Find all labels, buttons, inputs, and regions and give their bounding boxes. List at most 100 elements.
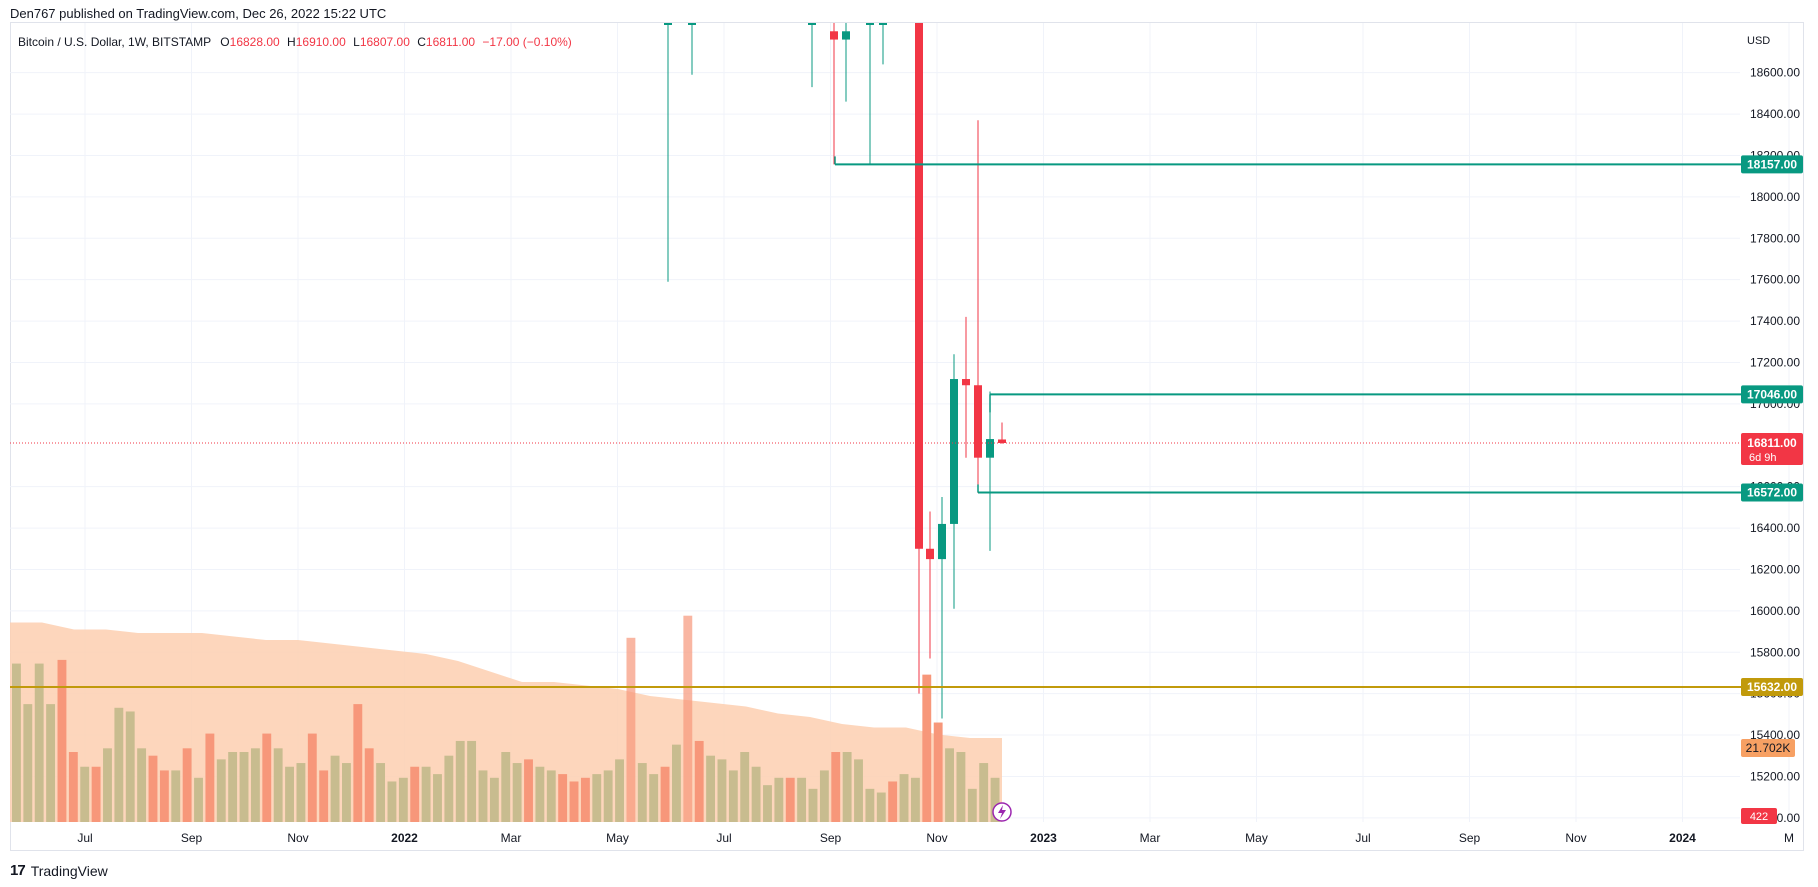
volume-bar: [34, 663, 44, 822]
volume-ma-text: 21.702K: [1746, 741, 1791, 755]
volume-bar: [216, 759, 226, 822]
level-price-tag: [1741, 385, 1803, 404]
chart-frame: [10, 22, 1804, 851]
volume-bar: [455, 740, 465, 822]
volume-bar: [865, 788, 875, 822]
legend-close-label: C: [417, 35, 426, 49]
candle-body: [938, 523, 946, 560]
volume-bar: [603, 770, 613, 822]
candle-body: [830, 31, 838, 40]
volume-bar: [205, 733, 215, 822]
candle-body: [998, 439, 1006, 443]
tradingview-logo[interactable]: 17 TradingView: [10, 862, 108, 879]
volume-bar: [990, 777, 1000, 822]
x-tick-label: 2023: [1030, 831, 1057, 845]
level-price-tag: [1741, 155, 1803, 174]
volume-bar: [364, 748, 374, 822]
volume-bar: [763, 785, 772, 822]
level-price-text: 16572.00: [1747, 485, 1797, 499]
candle-body: [950, 379, 958, 524]
volume-bar: [854, 759, 863, 822]
volume-bar: [68, 752, 78, 822]
y-tick-label: 17200.00: [1750, 355, 1800, 369]
x-tick-label: 2024: [1669, 831, 1696, 845]
volume-bar: [342, 763, 351, 822]
volume-bar: [899, 774, 909, 822]
x-tick-label: May: [606, 831, 629, 845]
volume-bar: [46, 704, 56, 822]
candle-body: [664, 23, 672, 25]
candle-body: [926, 548, 934, 560]
volume-bar: [808, 788, 818, 822]
volume-bar: [512, 763, 522, 822]
volume-bar: [285, 766, 294, 822]
volume-bar: [23, 704, 33, 822]
level-price-text: 17046.00: [1747, 387, 1797, 401]
y-tick-label: 15800.00: [1750, 645, 1800, 659]
publish-line: Den767 published on TradingView.com, Dec…: [10, 6, 387, 21]
volume-bar: [728, 770, 738, 822]
y-tick-label: 17400.00: [1750, 314, 1800, 328]
x-tick-label: 2022: [391, 831, 418, 845]
volume-bar: [592, 774, 602, 822]
x-tick-label: Sep: [1459, 831, 1481, 845]
volume-bar: [672, 744, 681, 822]
level-layer: [10, 156, 1742, 689]
volume-bar: [740, 752, 750, 822]
volume-bar: [933, 722, 943, 822]
volume-bar: [262, 733, 272, 822]
last-price-text: 16811.00: [1747, 436, 1797, 450]
volume-bar: [137, 748, 147, 822]
level-price-text: 18157.00: [1747, 157, 1797, 171]
candle-body: [866, 23, 874, 25]
volume-bar: [433, 774, 442, 822]
countdown-text: 6d 9h: [1749, 452, 1777, 464]
volume-bar: [57, 659, 67, 822]
volume-bar: [421, 766, 431, 822]
volume-bar: [171, 770, 181, 822]
volume-bar: [524, 759, 533, 822]
volume-bar: [307, 733, 317, 822]
legend-open-value: 16828.00: [229, 35, 280, 49]
x-tick-label: May: [1245, 831, 1268, 845]
legend-close-value: 16811.00: [425, 35, 476, 49]
legend-high-label: H: [287, 35, 296, 49]
volume-bar: [125, 711, 135, 822]
currency-label: USD: [1747, 35, 1771, 47]
volume-bar: [797, 777, 807, 822]
volume-bar: [660, 766, 670, 822]
tag-layer: 18157.00 17046.00 16572.00 15632.00 16811.00…: [992, 155, 1803, 824]
x-tick-label: Jul: [1355, 831, 1370, 845]
volume-bar: [580, 777, 590, 822]
lightning-bolt-icon: [998, 805, 1006, 819]
y-tick-label: 18600.00: [1750, 66, 1800, 80]
volume-bar: [626, 637, 636, 822]
y-tick-label: 16200.00: [1750, 562, 1800, 576]
volume-bar: [637, 763, 647, 822]
x-tick-label: Sep: [181, 831, 203, 845]
y-tick-label: 18000.00: [1750, 190, 1800, 204]
volume-ma-tag: [1741, 739, 1795, 757]
y-tick-label: 17600.00: [1750, 273, 1800, 287]
volume-bar: [785, 777, 795, 822]
x-tick-label: Jul: [77, 831, 92, 845]
volume-bar: [387, 781, 397, 822]
volume-bar: [444, 755, 454, 822]
volume-bar: [956, 752, 966, 822]
volume-bar: [467, 740, 477, 822]
y-tick-label: 15200.00: [1750, 769, 1800, 783]
volume-bar: [80, 766, 90, 822]
candle-body: [808, 23, 816, 25]
volume-bar: [319, 770, 329, 822]
volume-bar: [410, 766, 420, 822]
volume-bar: [114, 707, 124, 822]
y-tick-label: 16400.00: [1750, 521, 1800, 535]
level-price-tag: [1741, 678, 1803, 697]
volume-bar: [546, 770, 556, 822]
candle-body: [842, 31, 850, 40]
volume-bar: [876, 792, 886, 822]
volume-layer: [10, 615, 1002, 822]
volume-bar: [649, 774, 659, 822]
volume-bar: [774, 777, 784, 822]
